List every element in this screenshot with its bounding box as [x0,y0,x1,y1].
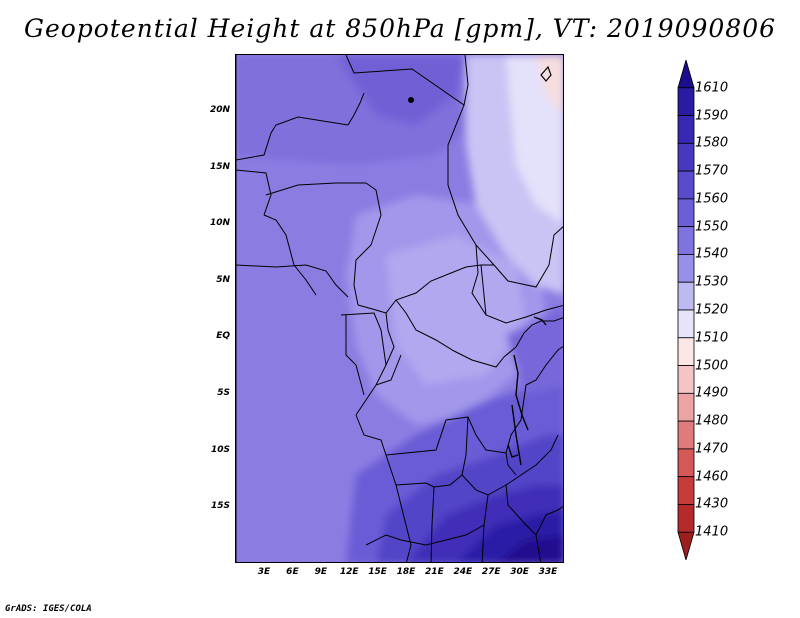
colorbar-label: 1460 [695,469,729,485]
x-tick-label: 15E [368,567,387,577]
colorbar-segment [677,337,695,366]
colorbar-segment [677,281,695,311]
coast-island [540,65,552,82]
y-tick-label: 10S [210,444,230,455]
x-tick-label: 3E [257,567,271,577]
y-tick-label: 5S [217,388,230,398]
x-tick-label: 9E [314,567,328,577]
y-tick-label: 15N [209,161,230,172]
colorbar-segment [677,226,695,255]
colorbar-segment [677,365,695,394]
colorbar-segment [677,198,695,228]
map-plot-area [235,54,564,563]
x-tick-label: 18E [396,567,416,577]
colorbar-label: 1610 [695,80,729,96]
x-tick-label: 30E [510,567,529,577]
x-tick-label: 6E [286,567,299,577]
colorbar-label: 1560 [695,191,729,207]
colorbar-label: 1550 [695,219,729,235]
lake-marker [408,97,414,103]
colorbar-segment [677,392,695,422]
field-east-band [506,306,563,395]
lakes [507,316,547,466]
colorbar-segment [677,60,695,89]
colorbar-segment [677,309,695,339]
colorbar-segment [677,420,695,450]
colorbar-segment [677,476,695,505]
colorbar-segment [677,170,695,200]
y-tick-label: 15S [210,501,230,512]
colorbar-segment [677,87,695,116]
colorbar-label: 1410 [695,524,729,540]
colorbar-label: 1580 [695,135,729,151]
colorbar-label: 1430 [695,496,729,512]
colorbar-label: 1590 [695,108,729,124]
country-borders [236,55,563,562]
colorbar-label: 1540 [695,246,729,262]
colorbar-label: 1500 [695,358,729,374]
x-tick-label: 12E [339,567,359,577]
x-tick-label: 33E [538,567,558,577]
y-tick-label: 5N [216,274,230,285]
field-ne-pink [536,55,563,113]
colorbar-label: 1570 [695,163,729,179]
colorbar-label: 1480 [695,413,729,429]
colorbar-segment [677,142,695,172]
colorbar-segment [677,504,695,533]
colorbar-label: 1490 [695,385,729,401]
colorbar-label: 1520 [695,302,729,318]
colorbar-segment [677,115,695,144]
colorbar-segment [677,448,695,478]
grads-credit: GrADS: IGES/COLA [5,604,92,614]
x-tick-label: 27E [481,567,501,577]
map-field-svg [236,55,563,562]
colorbar-label: 1470 [695,441,729,457]
y-tick-label: EQ [216,331,230,342]
colorbar-segment [677,254,695,283]
x-tick-label: 21E [425,567,444,577]
map-title: Geopotential Height at 850hPa [gpm], VT:… [23,14,777,43]
colorbar-label: 1510 [695,330,729,346]
field-south-5 [498,535,563,562]
x-tick-label: 24E [453,567,473,577]
colorbar [677,60,695,560]
field-central-lighter [386,235,526,385]
y-tick-label: 20N [209,105,230,115]
colorbar-segment [677,531,695,560]
colorbar-label: 1530 [695,274,729,290]
y-tick-label: 10N [209,218,230,229]
